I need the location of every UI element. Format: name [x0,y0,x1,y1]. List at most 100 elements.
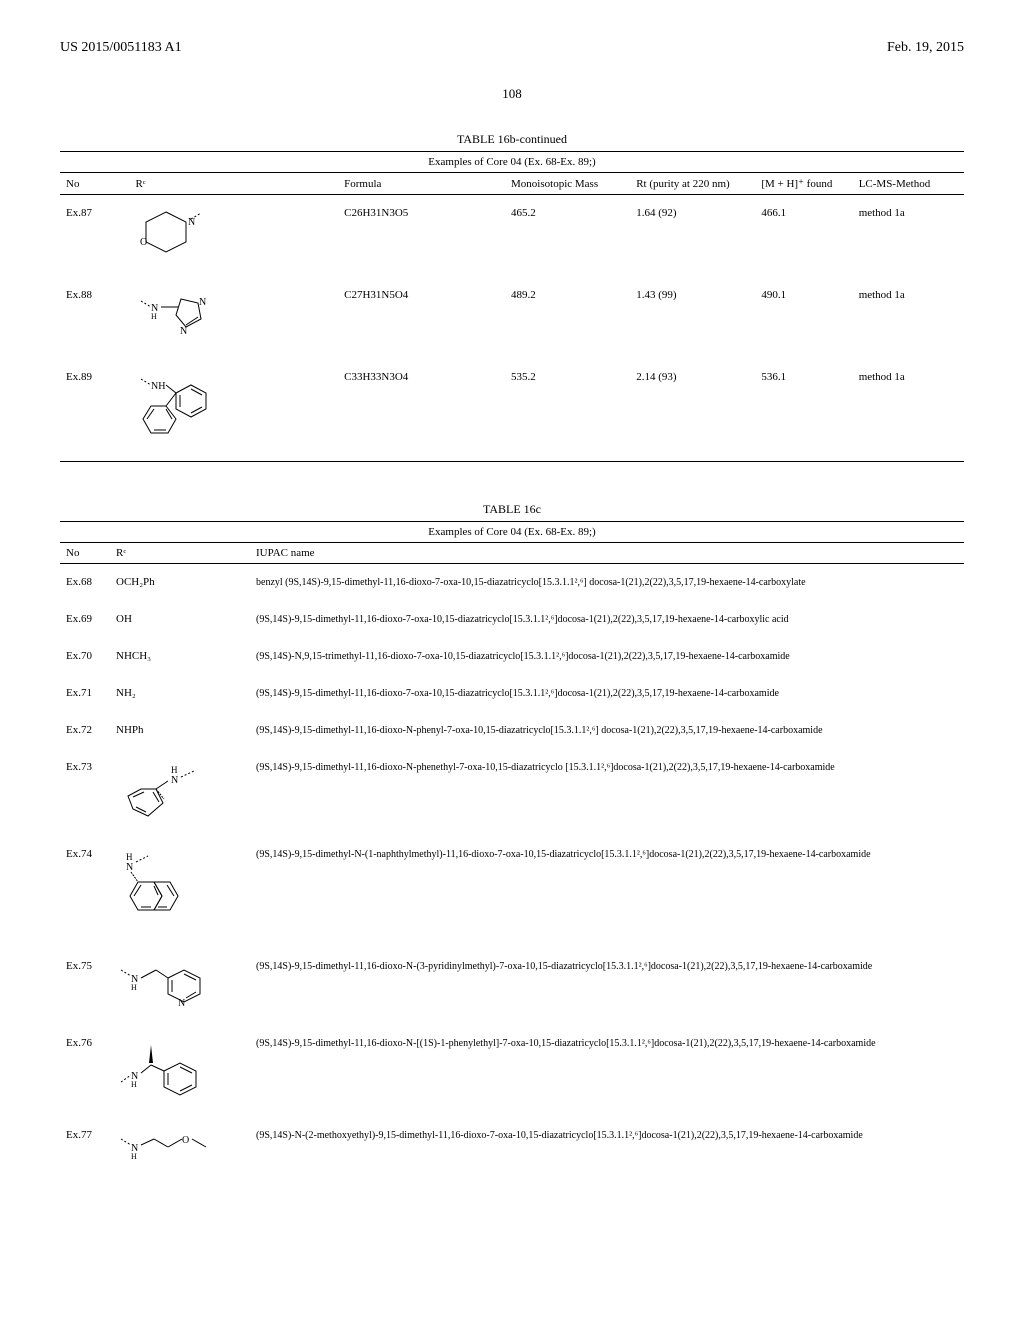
table-row: Ex.71 NH₂ (9S,14S)-9,15-dimethyl-11,16-d… [60,675,964,712]
table-row: Ex.74 H N ( [60,836,964,948]
cell-iupac: (9S,14S)-9,15-dimethyl-11,16-dioxo-N-phe… [250,712,964,749]
cell-mh: 466.1 [755,195,852,278]
svg-text:N: N [178,998,185,1009]
cell-iupac: (9S,14S)-9,15-dimethyl-N-(1-naphthylmeth… [250,836,964,948]
col-formula: Formula [338,173,505,195]
table-16c-subtitle: Examples of Core 04 (Ex. 68-Ex. 89;) [60,522,964,543]
diphenyl-structure-icon: NH [136,371,226,446]
table-row: Ex.68 OCH₂Ph benzyl (9S,14S)-9,15-dimeth… [60,564,964,602]
cell-method: method 1a [853,359,964,462]
table-16b-wrap: TABLE 16b-continued Examples of Core 04 … [60,132,964,462]
doc-id: US 2015/0051183 A1 [60,40,182,56]
pyridinyl-structure-icon: N H N [116,960,216,1010]
col-method: LC-MS-Method [853,173,964,195]
cell-rt: 1.43 (99) [630,277,755,359]
table-16c-title: TABLE 16c [60,502,964,517]
cell-no: Ex.88 [60,277,130,359]
cell-struct: N H O [110,1117,250,1167]
cell-struct: H N [110,749,250,836]
cell-formula: C27H31N5O4 [338,277,505,359]
cell-formula: C26H31N3O5 [338,195,505,278]
morpholine-structure-icon: N O [136,207,206,262]
svg-text:O: O [140,237,147,248]
col-no: No [60,543,110,564]
cell-iupac: (9S,14S)-9,15-dimethyl-11,16-dioxo-7-oxa… [250,601,964,638]
cell-no: Ex.76 [60,1025,110,1117]
svg-text:NH: NH [151,381,165,392]
cell-struct: NH [130,359,339,462]
cell-no: Ex.89 [60,359,130,462]
table-row: Ex.75 N H N (9S,14S)-9,15 [60,948,964,1025]
cell-rc: NHPh [110,712,250,749]
table-row: Ex.70 NHCH₃ (9S,14S)-N,9,15-trimethyl-11… [60,638,964,675]
cell-mass: 465.2 [505,195,630,278]
svg-text:N: N [180,326,187,337]
cell-no: Ex.74 [60,836,110,948]
cell-rc: OCH₂Ph [110,564,250,602]
table-16b-subtitle: Examples of Core 04 (Ex. 68-Ex. 89;) [60,152,964,173]
table-row: Ex.69 OH (9S,14S)-9,15-dimethyl-11,16-di… [60,601,964,638]
naphthyl-structure-icon: H N [116,848,206,933]
cell-iupac: benzyl (9S,14S)-9,15-dimethyl-11,16-diox… [250,564,964,602]
cell-mass: 489.2 [505,277,630,359]
table-row: Ex.87 N O C26H31N3O5 465.2 1.64 (92) 466… [60,195,964,278]
svg-text:H: H [126,852,133,862]
cell-mh: 490.1 [755,277,852,359]
cell-no: Ex.69 [60,601,110,638]
cell-no: Ex.87 [60,195,130,278]
cell-no: Ex.68 [60,564,110,602]
doc-date: Feb. 19, 2015 [887,40,964,56]
cell-iupac: (9S,14S)-9,15-dimethyl-11,16-dioxo-N-[(1… [250,1025,964,1117]
col-rt: Rt (purity at 220 nm) [630,173,755,195]
cell-iupac: (9S,14S)-9,15-dimethyl-11,16-dioxo-7-oxa… [250,675,964,712]
cell-struct: H N [110,836,250,948]
col-no: No [60,173,130,195]
cell-no: Ex.73 [60,749,110,836]
table-row: Ex.77 N H O (9S,14S)-N-(2-methoxyethyl)-… [60,1117,964,1167]
table-16c-wrap: TABLE 16c Examples of Core 04 (Ex. 68-Ex… [60,502,964,1167]
table-16c: Examples of Core 04 (Ex. 68-Ex. 89;) No … [60,521,964,1167]
cell-rt: 1.64 (92) [630,195,755,278]
table-16b: Examples of Core 04 (Ex. 68-Ex. 89;) No … [60,151,964,462]
page-number: 108 [60,86,964,102]
cell-formula: C33H33N3O4 [338,359,505,462]
table-row: Ex.73 H N (9S,14S)-9,15-dimethyl-11,1 [60,749,964,836]
cell-struct: N O [130,195,339,278]
svg-text:N: N [199,297,206,308]
cell-no: Ex.71 [60,675,110,712]
cell-method: method 1a [853,195,964,278]
cell-mass: 535.2 [505,359,630,462]
table-row: Ex.88 N H N N C27H31N5O4 489.2 1.43 [60,277,964,359]
svg-text:H: H [151,312,157,321]
cell-no: Ex.75 [60,948,110,1025]
cell-no: Ex.77 [60,1117,110,1167]
table-row: Ex.72 NHPh (9S,14S)-9,15-dimethyl-11,16-… [60,712,964,749]
cell-iupac: (9S,14S)-N-(2-methoxyethyl)-9,15-dimethy… [250,1117,964,1167]
col-rc: Rᶜ [110,543,250,564]
cell-rt: 2.14 (93) [630,359,755,462]
svg-text:H: H [131,983,137,992]
cell-struct: N H [110,1025,250,1117]
cell-iupac: (9S,14S)-9,15-dimethyl-11,16-dioxo-N-phe… [250,749,964,836]
cell-struct: N H N N [130,277,339,359]
svg-text:H: H [131,1152,137,1161]
svg-text:N: N [126,862,133,873]
page-header: US 2015/0051183 A1 Feb. 19, 2015 [60,40,964,56]
svg-text:H: H [171,765,178,775]
col-iupac: IUPAC name [250,543,964,564]
col-rc: Rᶜ [130,173,339,195]
cell-no: Ex.70 [60,638,110,675]
col-mass: Monoisotopic Mass [505,173,630,195]
cell-no: Ex.72 [60,712,110,749]
phenethyl-structure-icon: H N [116,761,206,821]
cell-mh: 536.1 [755,359,852,462]
table-16b-title: TABLE 16b-continued [60,132,964,147]
cell-struct: N H N [110,948,250,1025]
phenylethyl-structure-icon: N H [116,1037,206,1102]
svg-text:O: O [182,1135,189,1146]
cell-rc: NHCH₃ [110,638,250,675]
svg-text:N: N [171,775,178,786]
cell-rc: NH₂ [110,675,250,712]
table-row: Ex.89 NH [60,359,964,462]
methoxyethyl-structure-icon: N H O [116,1129,226,1164]
